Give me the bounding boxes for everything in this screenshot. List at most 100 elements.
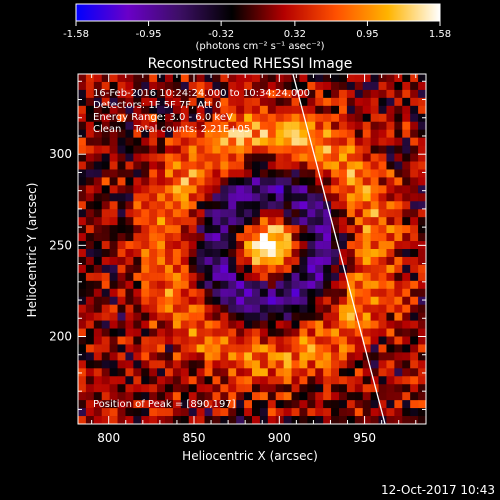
annotation-detectors: Detectors: 1F 5F 7F, Att 0	[93, 100, 221, 111]
heatmap-cell	[339, 352, 348, 361]
heatmap-cell	[244, 121, 253, 130]
heatmap-cell	[362, 233, 371, 242]
heatmap-cell	[331, 97, 340, 107]
heatmap-cell	[85, 416, 95, 424]
heatmap-cell	[196, 416, 205, 424]
colorbar-tick-label: 1.58	[429, 29, 451, 40]
heatmap-cell	[244, 241, 253, 250]
heatmap-cell	[386, 256, 395, 266]
heatmap-cell	[125, 161, 134, 170]
heatmap-cell	[85, 360, 95, 369]
heatmap-cell	[236, 264, 245, 274]
heatmap-cell	[109, 193, 118, 202]
heatmap-cell	[252, 74, 261, 83]
heatmap-cell	[299, 392, 308, 401]
heatmap-cell	[275, 328, 284, 337]
heatmap-cell	[165, 264, 174, 274]
heatmap-cell	[149, 81, 158, 91]
heatmap-cell	[172, 217, 182, 226]
heatmap-cell	[85, 161, 95, 170]
heatmap-cell	[125, 288, 134, 298]
heatmap-cell	[275, 233, 284, 242]
heatmap-cell	[275, 256, 284, 266]
heatmap-cell	[307, 264, 316, 274]
heatmap-cell	[267, 400, 277, 409]
heatmap-cell	[283, 400, 292, 409]
heatmap-cell	[149, 113, 158, 123]
heatmap-cell	[370, 177, 379, 186]
heatmap-cell	[386, 400, 395, 409]
heatmap-cell	[204, 193, 213, 202]
heatmap-cell	[346, 74, 356, 83]
heatmap-cell	[78, 249, 87, 258]
heatmap-cell	[188, 233, 197, 242]
heatmap-cell	[244, 233, 253, 242]
heatmap-cell	[78, 225, 87, 234]
heatmap-cell	[315, 336, 324, 345]
heatmap-cell	[410, 89, 419, 99]
heatmap-cell	[149, 288, 158, 298]
heatmap-cell	[370, 129, 379, 138]
heatmap-cell	[165, 129, 174, 138]
heatmap-cell	[370, 89, 379, 99]
heatmap-cell	[78, 209, 87, 218]
heatmap-cell	[93, 153, 103, 162]
heatmap-cell	[410, 121, 419, 130]
heatmap-cell	[196, 408, 205, 417]
heatmap-cell	[157, 288, 166, 298]
heatmap-cell	[362, 201, 371, 210]
heatmap-cell	[370, 137, 379, 146]
heatmap-cell	[315, 177, 324, 186]
heatmap-cell	[259, 264, 269, 274]
heatmap-cell	[315, 368, 324, 377]
heatmap-cell	[228, 249, 237, 258]
heatmap-cell	[331, 296, 340, 305]
heatmap-cell	[331, 360, 340, 369]
heatmap-cell	[228, 256, 237, 266]
heatmap-cell	[220, 336, 229, 345]
heatmap-cell	[394, 368, 403, 377]
heatmap-cell	[378, 74, 387, 83]
heatmap-cell	[339, 384, 348, 393]
heatmap-cell	[101, 368, 110, 377]
colorbar	[75, 3, 441, 22]
heatmap-cell	[117, 225, 126, 234]
heatmap-cell	[323, 256, 332, 266]
heatmap-cell	[339, 113, 348, 123]
heatmap-cell	[236, 113, 245, 123]
heatmap-cell	[236, 360, 245, 369]
heatmap-cell	[378, 137, 387, 146]
heatmap-cell	[410, 288, 419, 298]
heatmap-cell	[85, 201, 95, 210]
heatmap-cell	[220, 81, 229, 91]
heatmap-cell	[307, 137, 316, 146]
heatmap-cell	[220, 408, 229, 417]
heatmap-cell	[267, 249, 277, 258]
heatmap-cell	[386, 161, 395, 170]
heatmap-cell	[212, 320, 221, 329]
heatmap-cell	[141, 280, 150, 290]
heatmap-cell	[204, 209, 213, 218]
heatmap-cell	[109, 280, 118, 290]
heatmap-cell	[410, 264, 419, 274]
heatmap-cell	[212, 368, 221, 377]
heatmap-cell	[149, 193, 158, 202]
heatmap-cell	[418, 121, 426, 130]
heatmap-cell	[346, 81, 356, 91]
heatmap-cell	[410, 241, 419, 250]
heatmap-cell	[244, 336, 253, 345]
heatmap-cell	[149, 272, 158, 282]
heatmap-cell	[125, 185, 134, 194]
heatmap-cell	[418, 129, 426, 138]
heatmap-cell	[354, 137, 364, 146]
heatmap-cell	[93, 328, 103, 337]
heatmap-cell	[85, 344, 95, 353]
heatmap-cell	[133, 272, 142, 282]
heatmap-cell	[85, 288, 95, 298]
heatmap-cell	[410, 249, 419, 258]
heatmap-cell	[101, 81, 110, 91]
heatmap-cell	[418, 368, 426, 377]
heatmap-cell	[196, 304, 205, 313]
heatmap-cell	[188, 336, 197, 345]
